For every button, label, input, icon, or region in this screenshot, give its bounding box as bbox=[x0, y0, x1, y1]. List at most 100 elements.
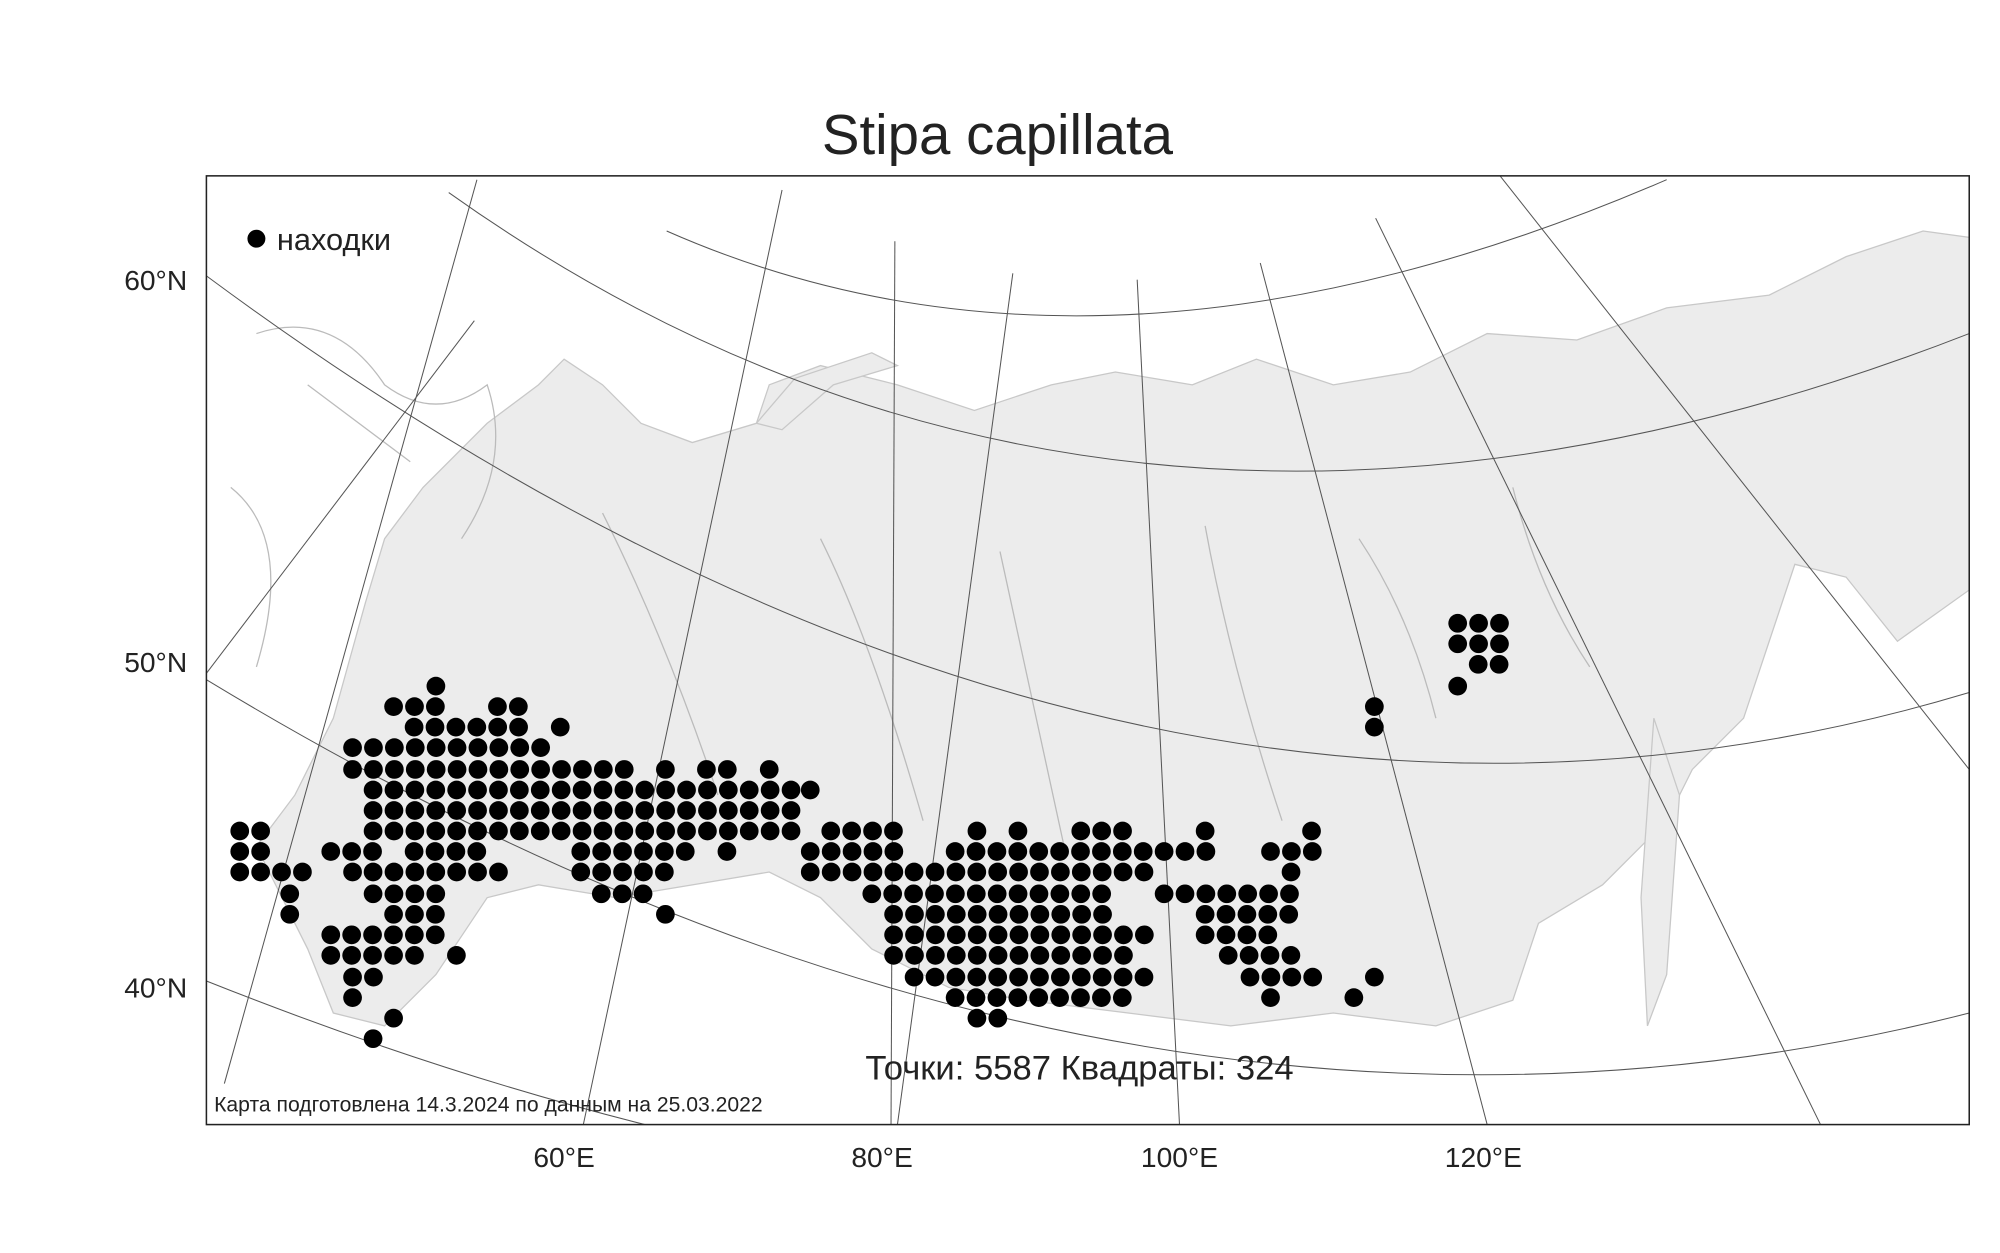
occurrence-dot bbox=[677, 821, 696, 841]
occurrence-dot bbox=[1030, 904, 1050, 924]
occurrence-dot bbox=[343, 862, 362, 882]
occurrence-dot bbox=[572, 821, 592, 841]
legend-marker bbox=[247, 229, 266, 248]
land-north-island bbox=[755, 352, 900, 431]
occurrence-dot bbox=[425, 717, 445, 737]
occurrence-dot bbox=[987, 988, 1007, 1008]
occurrence-dot bbox=[718, 801, 738, 820]
occurrence-dot bbox=[384, 862, 404, 882]
occurrence-dot bbox=[800, 780, 820, 800]
occurrence-dot bbox=[446, 842, 466, 861]
occurrence-dot bbox=[1113, 967, 1133, 987]
occurrence-dot bbox=[1112, 842, 1132, 861]
occurrence-dot bbox=[405, 884, 425, 904]
occurrence-dot bbox=[1051, 862, 1070, 882]
occurrence-dot bbox=[293, 862, 312, 882]
map-frame bbox=[205, 175, 1970, 1126]
occurrence-dot bbox=[1261, 842, 1280, 861]
occurrence-dot bbox=[884, 842, 904, 861]
occurrence-dot bbox=[342, 925, 362, 945]
occurrence-dot bbox=[1261, 988, 1280, 1008]
occurrence-dot bbox=[966, 988, 986, 1008]
occurrence-dot bbox=[1303, 967, 1323, 987]
occurrence-dot bbox=[675, 842, 695, 861]
occurrence-dot bbox=[363, 862, 383, 882]
occurrence-dot bbox=[1030, 967, 1049, 987]
occurrence-dot bbox=[946, 945, 966, 965]
occurrence-dot bbox=[551, 801, 571, 820]
occurrence-dot bbox=[821, 842, 841, 861]
occurrence-dot bbox=[1029, 988, 1049, 1008]
meridian bbox=[582, 189, 783, 1125]
occurrence-dot bbox=[530, 801, 550, 820]
occurrence-dot bbox=[1364, 717, 1384, 737]
occurrence-dot bbox=[1279, 904, 1299, 924]
occurrence-dot bbox=[593, 760, 613, 779]
occurrence-dot bbox=[1009, 904, 1029, 924]
occurrence-dot bbox=[739, 780, 759, 800]
stats: Точки: 5587 Квадраты: 324 bbox=[865, 1050, 1293, 1088]
occurrence-dot bbox=[531, 738, 551, 758]
parallel bbox=[448, 192, 1970, 472]
occurrence-dot bbox=[698, 780, 717, 800]
occurrence-dot bbox=[384, 801, 404, 820]
occurrence-dot bbox=[862, 884, 882, 904]
occurrence-dot bbox=[384, 904, 403, 924]
occurrence-dot bbox=[988, 862, 1008, 882]
occurrence-dot bbox=[467, 842, 487, 861]
occurrence-dot bbox=[698, 821, 717, 841]
occurrence-dot bbox=[426, 780, 446, 800]
occurrence-dot bbox=[1008, 821, 1028, 841]
occurrence-dot bbox=[884, 925, 903, 945]
occurrence-dot bbox=[510, 738, 530, 758]
occurrence-dot bbox=[447, 821, 467, 841]
occurrence-dot bbox=[1196, 842, 1216, 861]
occurrence-dot bbox=[966, 842, 986, 861]
occurrence-dot bbox=[1072, 945, 1092, 965]
occurrence-dot bbox=[551, 821, 571, 841]
occurrence-dot bbox=[925, 884, 944, 904]
lon-label: 60°E bbox=[533, 1141, 594, 1173]
occurrence-dot bbox=[863, 842, 883, 861]
occurrence-dot bbox=[468, 821, 487, 841]
occurrence-dot bbox=[509, 717, 528, 737]
occurrence-dot bbox=[1239, 945, 1259, 965]
occurrence-dot bbox=[717, 760, 737, 779]
occurrence-dot bbox=[1093, 904, 1112, 924]
occurrence-dot bbox=[1237, 925, 1257, 945]
occurrence-dot bbox=[1217, 884, 1237, 904]
occurrence-dot bbox=[760, 801, 780, 820]
occurrence-dot bbox=[739, 821, 759, 841]
occurrence-dot bbox=[612, 884, 632, 904]
occurrence-dot bbox=[425, 925, 445, 945]
occurrence-dot bbox=[1216, 904, 1236, 924]
occurrence-dot bbox=[614, 760, 634, 779]
occurrence-dot bbox=[1135, 925, 1154, 945]
occurrence-dot bbox=[1092, 821, 1112, 841]
occurrence-dot bbox=[363, 801, 383, 820]
occurrence-dot bbox=[364, 760, 383, 779]
occurrence-dot bbox=[926, 925, 945, 945]
occurrence-dot bbox=[987, 842, 1007, 861]
occurrence-dot bbox=[1282, 842, 1301, 861]
occurrence-dot bbox=[426, 821, 446, 841]
occurrence-dot bbox=[1196, 884, 1216, 904]
occurrence-dot bbox=[593, 821, 613, 841]
occurrence-dot bbox=[1364, 967, 1384, 987]
occurrence-dot bbox=[1344, 988, 1364, 1008]
occurrence-dot bbox=[1071, 988, 1090, 1008]
occurrence-dot bbox=[280, 904, 300, 924]
occurrence-dot bbox=[759, 760, 779, 779]
occurrence-dot bbox=[363, 925, 382, 945]
occurrence-dot bbox=[614, 821, 634, 841]
occurrence-dot bbox=[405, 945, 424, 965]
occurrence-dot bbox=[343, 967, 362, 987]
occurrence-dot bbox=[1448, 613, 1468, 633]
occurrence-dot bbox=[405, 904, 424, 924]
occurrence-dot bbox=[593, 780, 613, 800]
occurrence-dot bbox=[781, 821, 801, 841]
occurrence-dot bbox=[1071, 862, 1091, 882]
occurrence-dot bbox=[988, 904, 1008, 924]
occurrence-dot bbox=[363, 842, 382, 861]
occurrence-dot bbox=[1258, 904, 1278, 924]
